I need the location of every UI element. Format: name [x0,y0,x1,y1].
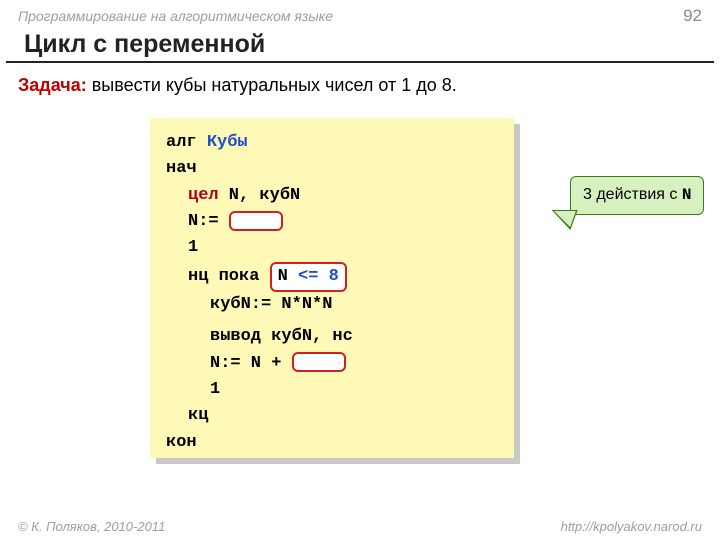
page-number: 92 [683,6,702,26]
code-line-9: N:= N + [166,351,498,377]
code-line-5: 1 [166,235,498,261]
code-line-12: кон [166,430,498,456]
task-statement: Задача: вывести кубы натуральных чисел о… [0,69,720,104]
highlight-box-condition: N <= 8 [270,262,347,292]
code-line-2: нач [166,156,498,182]
code-line-1: алг Кубы [166,130,498,156]
code-area: алг Кубы нач цел N, кубN N:= 1 нц пока N… [150,118,514,458]
footer: © К. Поляков, 2010-2011 http://kpolyakov… [0,519,720,534]
code-line-3: цел N, кубN [166,183,498,209]
task-label: Задача: [18,75,87,95]
footer-url: http://kpolyakov.narod.ru [561,519,702,534]
header-subject: Программирование на алгоритмическом язык… [18,8,333,24]
code-line-8: вывод кубN, нс [166,324,498,350]
header: Программирование на алгоритмическом язык… [0,0,720,26]
callout-box: 3 действия с N [570,176,704,215]
code-line-7: кубN:= N*N*N [166,292,498,318]
highlight-box-step [292,352,346,372]
code-block: алг Кубы нач цел N, кубN N:= 1 нц пока N… [150,118,514,458]
code-line-6: нц пока N <= 8 [166,262,498,292]
code-line-4: N:= [166,209,498,235]
highlight-box-init [229,211,283,231]
code-line-10: 1 [166,377,498,403]
slide-title: Цикл с переменной [6,26,714,63]
footer-copyright: © К. Поляков, 2010-2011 [18,519,165,534]
task-text: вывести кубы натуральных чисел от 1 до 8… [87,75,457,95]
code-line-11: кц [166,403,498,429]
